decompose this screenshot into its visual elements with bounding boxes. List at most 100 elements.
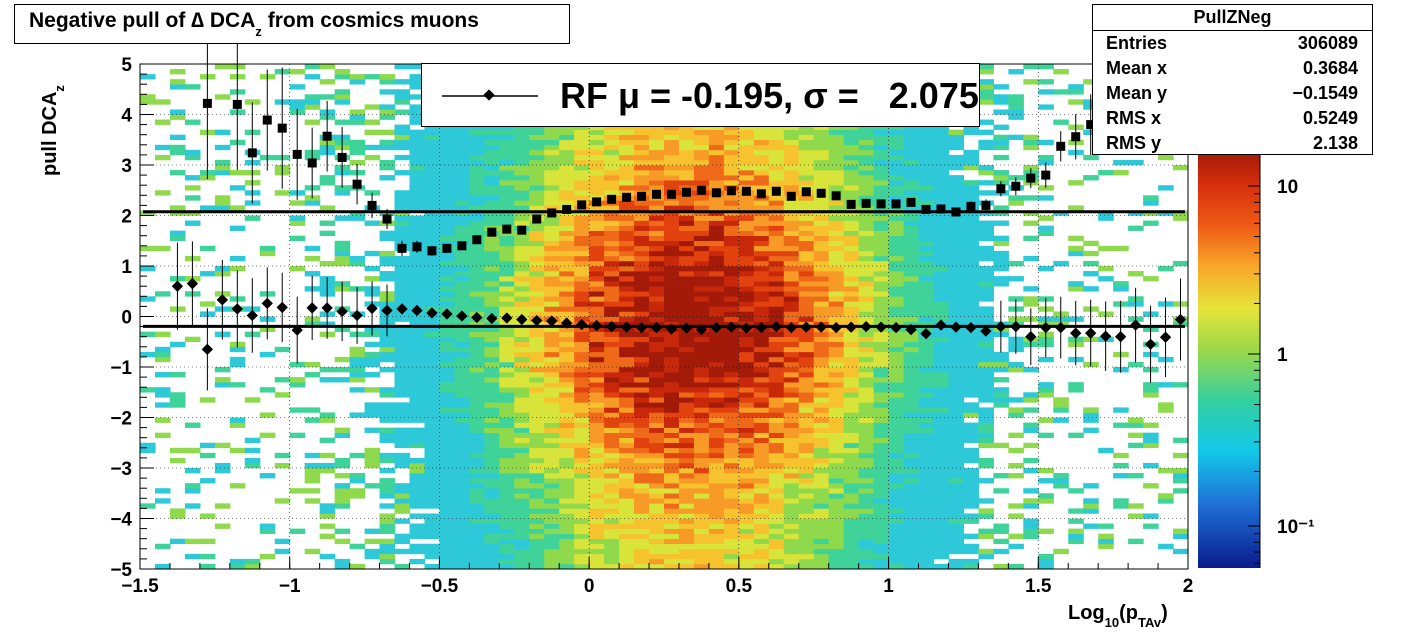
square-marker (322, 131, 332, 141)
x-tick-label: 1 (883, 576, 894, 597)
diamond-marker (815, 321, 827, 333)
z-tick-label: 10⁻¹ (1277, 517, 1315, 538)
stats-label: Mean x (1106, 58, 1168, 78)
stats-row: RMS x 0.5249 (1093, 106, 1372, 131)
square-marker (696, 185, 706, 195)
diamond-marker (1129, 319, 1142, 331)
diamond-marker (321, 302, 333, 314)
stats-row: Entries 306089 (1093, 31, 1372, 56)
diamond-marker (890, 321, 902, 334)
y-tick-label: −3 (110, 459, 132, 480)
diamond-marker (875, 321, 887, 333)
diamond-marker (516, 313, 528, 326)
diamond-marker (665, 323, 678, 335)
diamond-marker (576, 318, 588, 331)
diamond-marker (605, 320, 618, 333)
y-tick-label: 2 (121, 207, 132, 228)
y-tick-label: 3 (121, 156, 132, 177)
diamond-marker (770, 320, 782, 333)
square-marker (801, 187, 811, 197)
z-tick-label: 10 (1277, 177, 1298, 198)
diamond-marker (635, 321, 648, 334)
diamond-marker (1025, 331, 1037, 343)
square-marker (652, 189, 662, 199)
diamond-marker (186, 278, 199, 290)
x-tick-label: −1.5 (121, 576, 159, 597)
diamond-marker (800, 321, 812, 333)
diamond-marker (1085, 327, 1097, 339)
diamond-marker (246, 309, 258, 322)
diamond-marker (590, 319, 603, 332)
diamond-marker (1100, 330, 1112, 342)
diamond-marker (845, 321, 857, 333)
y-tick-label: −4 (110, 510, 132, 531)
square-marker (891, 199, 901, 209)
diamond-marker (1114, 331, 1127, 343)
stats-label: Mean y (1106, 83, 1168, 103)
diamond-marker (171, 280, 184, 292)
square-marker (487, 227, 497, 237)
diamond-marker (965, 321, 977, 334)
stats-row: RMS y 2.138 (1093, 131, 1372, 156)
square-marker (277, 123, 287, 133)
legend-text: RF μ = -0.195, σ = 2.075 (560, 75, 979, 116)
square-marker (457, 241, 467, 251)
y-tick-label: 1 (121, 257, 132, 278)
square-marker (292, 149, 302, 159)
square-marker (202, 98, 212, 108)
y-tick-label: −5 (110, 560, 132, 581)
title-main: Negative pull of ∆ DCA (29, 9, 256, 32)
square-marker (1056, 141, 1066, 151)
diamond-marker (1070, 327, 1082, 339)
title-tail: from cosmics muons (261, 9, 479, 32)
diamond-marker (486, 312, 498, 325)
x-tick-label: 0 (584, 576, 595, 597)
y-tick-label: 0 (121, 308, 132, 329)
square-marker (427, 246, 437, 256)
diamond-marker (546, 315, 558, 327)
diamond-marker (1174, 313, 1187, 326)
stats-row: Mean y −0.1549 (1093, 81, 1372, 106)
square-marker (681, 187, 691, 197)
legend-marker (442, 89, 538, 101)
diamond-marker (456, 310, 468, 322)
diamond-marker (411, 304, 423, 317)
x-tick-label: 1.5 (1025, 576, 1052, 597)
diamond-marker (291, 324, 303, 336)
diamond-marker (920, 328, 932, 340)
data-points (171, 27, 1187, 391)
diamond-marker (201, 343, 214, 355)
square-marker (921, 204, 931, 214)
square-marker (262, 115, 272, 125)
x-tick-label: −1 (279, 576, 301, 597)
diamond-marker (276, 301, 288, 314)
stats-label: Entries (1106, 33, 1168, 53)
square-marker (741, 186, 751, 196)
square-marker (547, 208, 557, 218)
y-tick-label: 4 (121, 106, 132, 127)
diamond-marker (396, 303, 408, 315)
square-marker (1011, 181, 1021, 191)
diamond-marker (980, 325, 992, 337)
diamond-marker (995, 320, 1007, 333)
square-marker (637, 191, 647, 201)
axes: −1.5 −1 −0.5 0 0.5 1 1.5 2 −5 −4 −3 −2 −1 0 1 2 3 4 5 (110, 55, 1193, 597)
heatmap-cells (140, 64, 1188, 569)
diamond-marker (1055, 321, 1067, 334)
square-marker (247, 148, 257, 158)
square-marker (831, 191, 841, 201)
square-marker (786, 191, 796, 201)
diamond-marker (950, 321, 962, 333)
square-marker (966, 201, 976, 211)
square-marker (397, 243, 407, 253)
diamond-marker (935, 319, 947, 331)
square-marker (382, 214, 392, 224)
diamond-marker (695, 323, 708, 336)
stats-value: −0.1549 (1292, 83, 1358, 103)
square-marker (232, 99, 242, 109)
stats-value: 0.3684 (1302, 58, 1358, 78)
x-tick-label: −0.5 (421, 576, 459, 597)
title-subscript: z (255, 24, 262, 39)
diamond-marker (905, 323, 917, 336)
